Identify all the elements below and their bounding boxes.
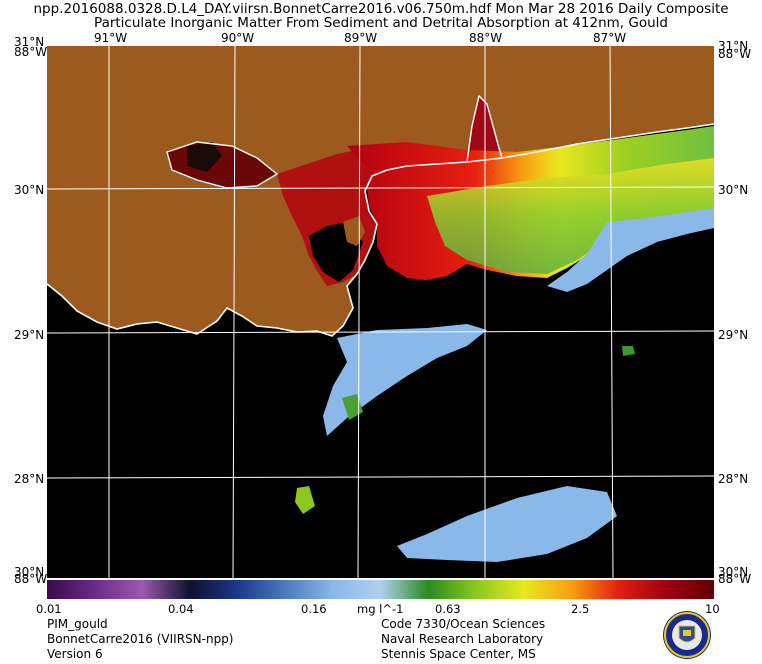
map-canvas: [47, 46, 714, 578]
graticule: [47, 46, 714, 578]
lat-label-left-29n: 29°N: [14, 328, 45, 342]
footer-right-location: Stennis Space Center, MS: [381, 647, 536, 661]
colorbar-tick-2: 0.16: [301, 602, 327, 616]
lake-outline: [166, 141, 279, 189]
corner-top-left-lon: 88°W: [14, 45, 48, 59]
corner-top-right-lat: 31°N: [718, 39, 749, 53]
lon-label-87w: 87°W: [593, 31, 627, 45]
green-speck-3: [622, 346, 635, 356]
lat-label-left-30n: 30°N: [14, 183, 45, 197]
nrl-seal-logo: [663, 611, 711, 659]
footer-left-version: Version 6: [47, 647, 103, 661]
colorbar-tick-4: 2.5: [571, 602, 590, 616]
land-area: [47, 46, 714, 336]
lake-dark: [187, 142, 222, 172]
satellite-map: [47, 46, 714, 578]
corner-top-right-lon: 88°W: [718, 47, 752, 61]
corner-bottom-right-lat: 30°N: [718, 565, 749, 579]
colorbar-gradient: [47, 580, 714, 599]
lat-label-right-30n: 30°N: [718, 183, 749, 197]
footer-right-lab: Naval Research Laboratory: [381, 632, 544, 646]
lat-label-right-29n: 29°N: [718, 328, 749, 342]
colorbar-units: mg l^-1: [357, 602, 404, 616]
lon-label-89w: 89°W: [344, 31, 378, 45]
mobile-bay-outline: [466, 94, 503, 163]
footer-right-code: Code 7330/Ocean Sciences: [381, 617, 546, 631]
colorbar-fill: [47, 580, 714, 599]
product-filename-title: npp.2016088.0328.D.L4_DAY.viirsn.BonnetC…: [33, 1, 729, 17]
colorbar: [47, 580, 714, 599]
nearshore-plume-red: [277, 146, 407, 286]
corner-bottom-left-lon: 88°W: [14, 572, 48, 586]
offshore-patch-2: [397, 486, 617, 562]
product-description-title: Particulate Inorganic Matter From Sedime…: [94, 15, 668, 31]
lon-label-88w: 88°W: [469, 31, 503, 45]
footer-left-product: PIM_gould: [47, 617, 108, 631]
green-speck-2: [295, 486, 315, 514]
footer-left-dataset: BonnetCarre2016 (VIIRSN-npp): [47, 632, 234, 646]
corner-bottom-right-lon: 88°W: [718, 572, 752, 586]
lat-label-right-28n: 28°N: [718, 472, 749, 486]
colorbar-tick-1: 0.04: [168, 602, 194, 616]
lat-label-left-28n: 28°N: [14, 472, 45, 486]
colorbar-tick-3: 0.63: [435, 602, 461, 616]
lon-label-91w: 91°W: [94, 31, 128, 45]
lon-label-90w: 90°W: [221, 31, 255, 45]
corner-top-left-lat: 31°N: [14, 35, 45, 49]
corner-bottom-left-lat: 30°N: [14, 565, 45, 579]
colorbar-tick-5: 10: [705, 602, 720, 616]
green-speck-1: [342, 394, 363, 420]
coastline: [47, 123, 714, 337]
offshore-patch-1: [323, 324, 487, 436]
colorbar-tick-0: 0.01: [36, 602, 62, 616]
offshore-low-sediment: [547, 208, 714, 292]
